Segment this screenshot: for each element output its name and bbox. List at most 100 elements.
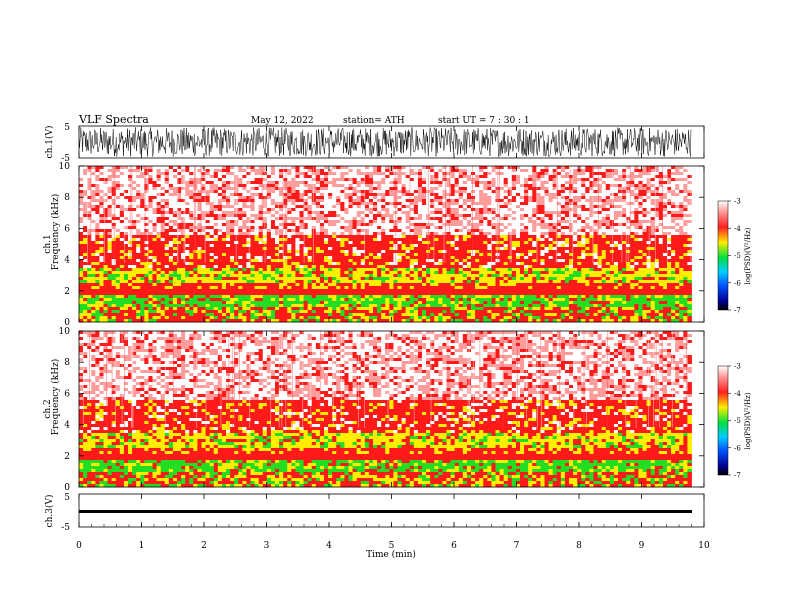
ch1-spectrogram-cell: [348, 184, 353, 188]
ch1-spectrogram-cell: [377, 211, 382, 215]
ch1-spectrogram-cell: [164, 208, 170, 212]
ch1-spectrogram-cell: [671, 238, 676, 242]
ch1-spectrogram-cell: [658, 241, 664, 245]
ch1-spectrogram-cell: [662, 169, 668, 173]
ch1-spectrogram-cell: [585, 250, 590, 254]
ch1-spectrogram-cell: [205, 175, 211, 179]
ch1-spectrogram-cell: [622, 217, 627, 221]
ch1-spectrogram-cell: [520, 196, 525, 200]
ch1-spectrogram-cell: [283, 172, 288, 176]
ch1-spectrogram-cell: [679, 262, 684, 266]
ch1-spectrogram-cell: [164, 211, 170, 215]
ch1-spectrogram-cell: [352, 229, 358, 233]
ch1-spectrogram-cell: [658, 253, 664, 257]
ch1-spectrogram-cell: [95, 235, 100, 239]
ch1-spectrogram-cell: [283, 253, 288, 257]
ch1-spectrogram-cell: [556, 199, 562, 203]
ch1-spectrogram-cell: [675, 217, 680, 221]
ch1-spectrogram-cell: [185, 232, 190, 236]
ch1-spectrogram-cell: [172, 178, 178, 182]
ch1-spectrogram-cell: [123, 178, 129, 182]
ch1-spectrogram-cell: [160, 175, 166, 179]
ch1-spectrogram-cell: [569, 211, 574, 215]
ch1-spectrogram-cell: [462, 187, 468, 191]
ch1-spectrogram-cell: [536, 256, 541, 260]
ch1-spectrogram-cell: [189, 244, 194, 248]
ch1-spectrogram-cell: [671, 169, 676, 173]
ch1-spectrogram-cell: [299, 214, 304, 218]
ch1-spectrogram-cell: [246, 241, 251, 245]
ch1-spectrogram-cell: [368, 232, 374, 236]
ch1-spectrogram-cell: [164, 166, 170, 170]
ch1-spectrogram-cell: [589, 247, 594, 251]
ch1-spectrogram-cell: [524, 217, 529, 221]
ch1-spectrogram-cell: [291, 262, 296, 266]
ch1-spectrogram-cell: [324, 187, 329, 191]
ch1-spectrogram-cell: [315, 253, 321, 257]
ch1-spectrogram-cell: [275, 247, 280, 251]
ch1-spectrogram-cell: [136, 250, 141, 254]
ch1-spectrogram-cell: [99, 169, 104, 173]
ch1-spectrogram-cell: [315, 172, 321, 176]
ch1-spectrogram-cell: [172, 208, 178, 212]
ch1-spectrogram-cell: [340, 199, 345, 203]
ch1-spectrogram-cell: [381, 190, 386, 194]
ch1-spectrogram-cell: [266, 253, 272, 257]
ch1-spectrogram-cell: [560, 256, 566, 260]
ch1-spectrogram-cell: [434, 187, 439, 191]
ch1-spectrogram-cell: [279, 247, 284, 251]
ch1-spectrogram-cell: [213, 220, 219, 224]
ch1-spectrogram-cell: [287, 193, 292, 197]
ch1-spectrogram-cell: [573, 184, 578, 188]
ch1-spectrogram-cell: [213, 241, 219, 245]
ch1-spectrogram-cell: [430, 223, 435, 227]
ch1-spectrogram-cell: [103, 172, 108, 176]
ch1-spectrogram-cell: [340, 235, 345, 239]
ch1-spectrogram-cell: [605, 190, 611, 194]
ch1-spectrogram-cell: [205, 250, 211, 254]
ch1-spectrogram-cell: [197, 223, 202, 227]
ch1-spectrogram-cell: [544, 214, 549, 218]
ch1-spectrogram-cell: [475, 187, 480, 191]
ch1-spectrogram-cell: [413, 244, 419, 248]
ch1-spectrogram-cell: [368, 226, 374, 230]
ch1-spectrogram-cell: [352, 223, 358, 227]
ch1-spectrogram-cell: [152, 220, 157, 224]
ch1-spectrogram-cell: [279, 253, 284, 257]
ch1-spectrogram-cell: [528, 247, 533, 251]
ch1-spectrogram-cell: [132, 205, 137, 209]
ch1-spectrogram-cell: [544, 202, 549, 206]
ch1-spectrogram-cell: [373, 166, 378, 170]
ch1-spectrogram-cell: [552, 187, 558, 191]
ch1-spectrogram-cell: [303, 196, 309, 200]
ch1-spectrogram-cell: [319, 253, 325, 257]
ch1-spectrogram-cell: [597, 214, 603, 218]
ch1-spectrogram-cell: [499, 262, 505, 266]
ch1-spectrogram-cell: [471, 232, 476, 236]
ch1-spectrogram-cell: [324, 166, 329, 170]
ch1-spectrogram-cell: [405, 262, 411, 266]
ch1-spectrogram-cell: [540, 256, 545, 260]
ch1-spectrogram-cell: [307, 166, 313, 170]
ch1-spectrogram-cell: [491, 193, 496, 197]
ch1-spectrogram-cell: [79, 193, 84, 197]
ch1-spectrogram-cell: [381, 211, 386, 215]
ch1-spectrogram-cell: [585, 214, 590, 218]
ch1-spectrogram-cell: [658, 256, 664, 260]
ch1-spectrogram-cell: [136, 172, 141, 176]
ch1-spectrogram-cell: [385, 220, 390, 224]
ch1-spectrogram-cell: [450, 250, 456, 254]
ch1-spectrogram-cell: [405, 220, 411, 224]
ch1-spectrogram-cell: [593, 193, 598, 197]
ch1-spectrogram-cell: [283, 175, 288, 179]
ch1-spectrogram-cell: [287, 178, 292, 182]
ch1-spectrogram-cell: [209, 256, 215, 260]
ch1-spectrogram-cell: [91, 262, 96, 266]
ch1-spectrogram-cell: [458, 187, 464, 191]
ch1-spectrogram-cell: [213, 199, 219, 203]
ch1-spectrogram-cell: [160, 250, 166, 254]
ch1-spectrogram-cell: [332, 166, 337, 170]
ch1-spectrogram-cell: [172, 265, 178, 269]
ch1-spectrogram-cell: [520, 220, 525, 224]
ch1-spectrogram-cell: [364, 229, 370, 233]
